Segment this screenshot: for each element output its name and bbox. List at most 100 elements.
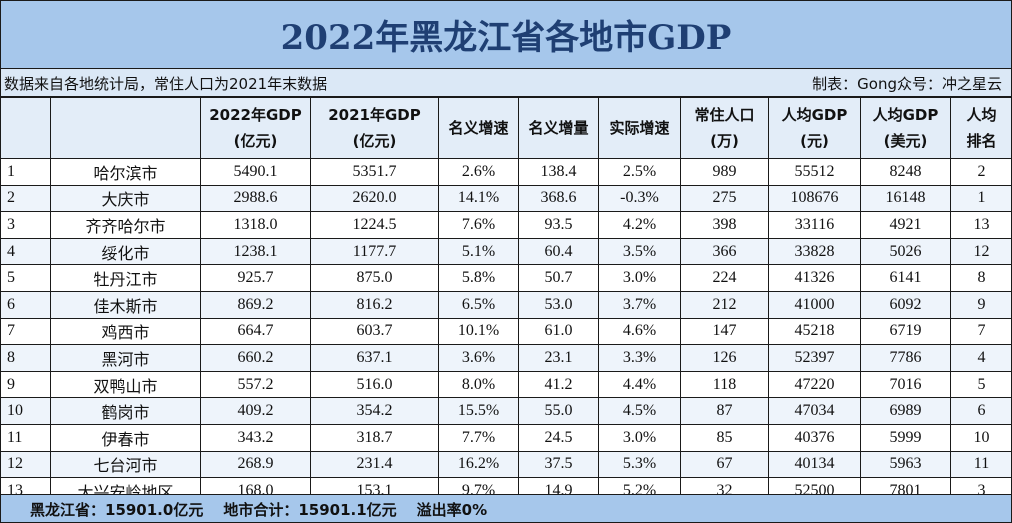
cell-nominal-increment: 138.4 [518, 158, 599, 186]
cell-nominal-growth-rate: 5.1% [438, 237, 519, 266]
cell-population: 366 [680, 237, 769, 266]
cell-nominal-increment: 93.5 [518, 211, 599, 239]
cell-gdp-2022: 1318.0 [200, 211, 311, 239]
cell-gdp-per-capita-cny: 41000 [768, 290, 861, 319]
cell-gdp-per-capita-usd: 7786 [860, 344, 951, 372]
cell-nominal-growth-rate: 3.6% [438, 344, 519, 372]
cell-gdp-2022: 869.2 [200, 290, 311, 319]
table-row: 11 伊春市 343.2 318.7 7.7% 24.5 3.0% 85 40376 5999 10 [0, 423, 1012, 452]
table-row: 3 齐齐哈尔市 1318.0 1224.5 7.6% 93.5 4.2% 398 33116 49… [0, 211, 1012, 239]
cell-gdp-2021: 5351.7 [310, 158, 439, 186]
header-gdp-per-capita-cny: 人均GDP (元) [768, 97, 861, 159]
header-line2: (亿元) [233, 132, 278, 150]
header-line2: (美元) [883, 132, 928, 150]
cell-gdp-2021: 1177.7 [310, 237, 439, 266]
cell-gdp-per-capita-usd: 8248 [860, 158, 951, 186]
cell-gdp-per-capita-cny: 108676 [768, 184, 861, 213]
cell-per-capita-rank: 13 [950, 211, 1012, 239]
page-title: 2022年黑龙江省各地市GDP [0, 0, 1012, 69]
cell-population: 67 [680, 450, 769, 479]
cell-gdp-per-capita-usd: 5999 [860, 423, 951, 452]
cell-index: 6 [0, 290, 51, 319]
cell-gdp-per-capita-usd: 5026 [860, 237, 951, 266]
cell-per-capita-rank: 2 [950, 158, 1012, 186]
header-line2: 排名 [966, 132, 997, 150]
header-line1: 人均GDP [872, 106, 939, 124]
cell-per-capita-rank: 11 [950, 450, 1012, 479]
cell-gdp-per-capita-usd: 6719 [860, 317, 951, 346]
cell-gdp-per-capita-usd: 6989 [860, 397, 951, 425]
city-sum: 地市合计：15901.1亿元 [223, 500, 397, 519]
cell-population: 118 [680, 370, 769, 399]
cell-nominal-increment: 60.4 [518, 237, 599, 266]
cell-nominal-growth-rate: 5.8% [438, 264, 519, 292]
header-line1: 实际增速 [609, 119, 670, 137]
table-row: 9 双鸭山市 557.2 516.0 8.0% 41.2 4.4% 118 47220 7016 5 [0, 370, 1012, 399]
cell-gdp-2021: 1224.5 [310, 211, 439, 239]
overflow-rate: 溢出率0% [416, 500, 488, 519]
cell-gdp-per-capita-usd: 7016 [860, 370, 951, 399]
header-line2: (亿元) [352, 132, 397, 150]
cell-gdp-2021: 516.0 [310, 370, 439, 399]
cell-nominal-growth-rate: 6.5% [438, 290, 519, 319]
cell-city: 牡丹江市 [50, 264, 201, 292]
cell-index: 10 [0, 397, 51, 425]
cell-index: 3 [0, 211, 51, 239]
cell-population: 212 [680, 290, 769, 319]
cell-real-growth-rate: 3.0% [598, 423, 681, 452]
cell-real-growth-rate: 5.3% [598, 450, 681, 479]
cell-population: 126 [680, 344, 769, 372]
header-line2: (元) [800, 132, 829, 150]
header-nominal-growth-rate: 名义增速 [438, 97, 519, 159]
cell-per-capita-rank: 4 [950, 344, 1012, 372]
header-city [50, 97, 201, 159]
cell-index: 9 [0, 370, 51, 399]
cell-nominal-growth-rate: 7.7% [438, 423, 519, 452]
cell-real-growth-rate: -0.3% [598, 184, 681, 213]
cell-nominal-growth-rate: 2.6% [438, 158, 519, 186]
cell-index: 8 [0, 344, 51, 372]
cell-index: 11 [0, 423, 51, 452]
province-total: 黑龙江省：15901.0亿元 [30, 500, 204, 519]
header-line1: 名义增量 [528, 119, 589, 137]
cell-gdp-per-capita-cny: 47220 [768, 370, 861, 399]
cell-real-growth-rate: 3.0% [598, 264, 681, 292]
cell-population: 85 [680, 423, 769, 452]
cell-city: 哈尔滨市 [50, 158, 201, 186]
cell-nominal-growth-rate: 7.6% [438, 211, 519, 239]
cell-gdp-2021: 637.1 [310, 344, 439, 372]
cell-nominal-increment: 53.0 [518, 290, 599, 319]
cell-nominal-increment: 55.0 [518, 397, 599, 425]
cell-gdp-2022: 660.2 [200, 344, 311, 372]
cell-index: 7 [0, 317, 51, 346]
header-line1: 名义增速 [448, 119, 509, 137]
cell-index: 1 [0, 158, 51, 186]
cell-population: 989 [680, 158, 769, 186]
cell-city: 齐齐哈尔市 [50, 211, 201, 239]
cell-population: 147 [680, 317, 769, 346]
cell-city: 黑河市 [50, 344, 201, 372]
cell-gdp-2022: 5490.1 [200, 158, 311, 186]
cell-gdp-per-capita-usd: 4921 [860, 211, 951, 239]
cell-nominal-increment: 50.7 [518, 264, 599, 292]
cell-city: 绥化市 [50, 237, 201, 266]
cell-nominal-growth-rate: 10.1% [438, 317, 519, 346]
header-line1: 人均GDP [781, 106, 848, 124]
table-body: 1 哈尔滨市 5490.1 5351.7 2.6% 138.4 2.5% 989 55512 82… [0, 158, 1012, 505]
cell-gdp-per-capita-cny: 40134 [768, 450, 861, 479]
cell-gdp-2022: 2988.6 [200, 184, 311, 213]
cell-population: 224 [680, 264, 769, 292]
info-bar: 数据来自各地统计局，常住人口为2021年末数据 制表：Gong众号：冲之星云 [0, 69, 1012, 97]
cell-nominal-growth-rate: 15.5% [438, 397, 519, 425]
cell-gdp-per-capita-cny: 52397 [768, 344, 861, 372]
credit-note: 制表：Gong众号：冲之星云 [812, 75, 1002, 93]
cell-gdp-2022: 1238.1 [200, 237, 311, 266]
cell-gdp-2022: 409.2 [200, 397, 311, 425]
cell-gdp-per-capita-cny: 33828 [768, 237, 861, 266]
cell-gdp-2021: 231.4 [310, 450, 439, 479]
cell-gdp-per-capita-cny: 41326 [768, 264, 861, 292]
cell-per-capita-rank: 5 [950, 370, 1012, 399]
cell-real-growth-rate: 2.5% [598, 158, 681, 186]
table-row: 7 鸡西市 664.7 603.7 10.1% 61.0 4.6% 147 45218 6719 7 [0, 317, 1012, 346]
header-line1: 人均 [966, 106, 997, 124]
